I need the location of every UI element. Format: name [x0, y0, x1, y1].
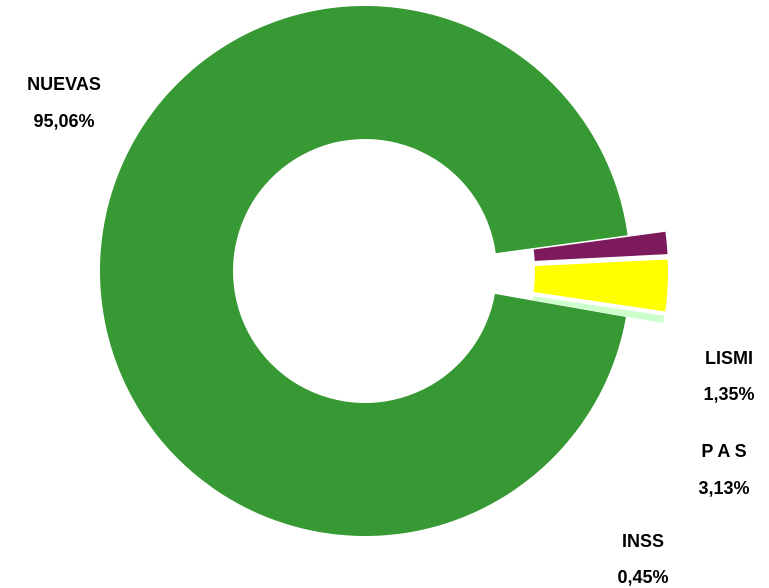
label-nuevas: NUEVAS [27, 74, 101, 94]
slices-group [99, 5, 668, 536]
label-pas: P A S [701, 441, 746, 461]
value-nuevas: 95,06% [33, 111, 94, 131]
value-pas: 3,13% [698, 478, 749, 498]
slice-nuevas [99, 5, 628, 536]
slice-inss [532, 296, 665, 324]
slice-lismi [533, 231, 668, 261]
label-lismi: LISMI [705, 348, 753, 368]
slice-pas [533, 259, 668, 312]
value-inss: 0,45% [617, 567, 668, 587]
label-inss: INSS [622, 531, 664, 551]
value-lismi: 1,35% [703, 384, 754, 404]
